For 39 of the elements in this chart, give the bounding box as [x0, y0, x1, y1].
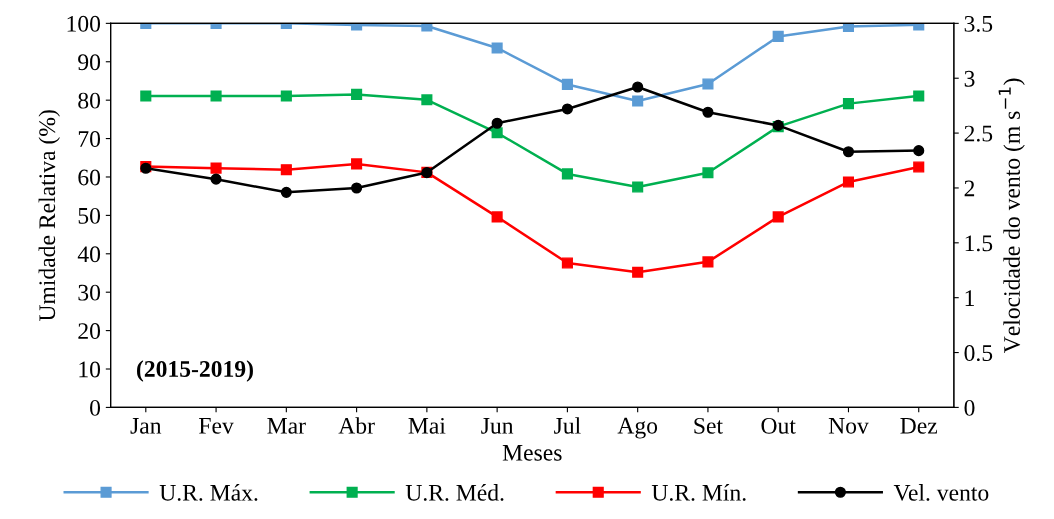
y2-tick-label: 2.5 [964, 125, 993, 142]
y-tick-label: 60 [78, 169, 101, 186]
x-tick-label: Jun [481, 418, 514, 434]
x-tick-label: Jul [554, 417, 581, 434]
y-tick-label: 0 [90, 399, 101, 416]
y-tick-label: 20 [78, 323, 101, 340]
x-tick-label: Fev [199, 418, 234, 434]
y-tick-label: 90 [78, 54, 101, 71]
legend-label: U.R. Máx. [159, 484, 258, 501]
legend-label: U.R. Méd. [405, 484, 504, 501]
x-tick-label: Abr [338, 417, 375, 434]
x-axis-title: Meses [502, 445, 562, 461]
y-tick-label: 50 [78, 207, 101, 224]
y2-tick-label: 1.5 [965, 235, 993, 252]
y2-tick-label: 0.5 [964, 345, 993, 362]
x-tick-label: Set [694, 417, 723, 434]
x-tick-label: Ago [617, 417, 658, 439]
y2-tick-label: 3 [964, 70, 975, 87]
x-tick-label: Out [761, 417, 796, 434]
y2-tick-label: 2 [964, 180, 975, 197]
y-tick-label: 80 [78, 92, 101, 109]
y-tick-label: 30 [78, 284, 101, 301]
y2-tick-label: 0 [964, 399, 975, 416]
annotation: (2015-2019) [137, 360, 253, 382]
y-tick-label: 100 [67, 15, 101, 32]
y2-axis-title: Velocidade do vento (m s$^{−1}$) [998, 78, 1025, 354]
legend-label: Vel. vento [893, 484, 989, 501]
x-tick-label: Nov [828, 418, 869, 434]
x-tick-label: Jan [130, 418, 162, 434]
y-tick-label: 70 [78, 131, 101, 147]
y-tick-label: 40 [77, 246, 101, 263]
legend-label: U.R. Mín. [651, 484, 746, 501]
y-tick-label: 10 [79, 361, 101, 378]
y2-tick-label: 1 [965, 290, 974, 306]
y-axis-title: Umidade Relativa (%) [38, 110, 60, 322]
y2-tick-label: 3.5 [964, 15, 993, 32]
x-tick-label: Mar [267, 418, 306, 434]
x-tick-label: Dez [900, 418, 938, 434]
x-tick-label: Mai [408, 417, 446, 434]
